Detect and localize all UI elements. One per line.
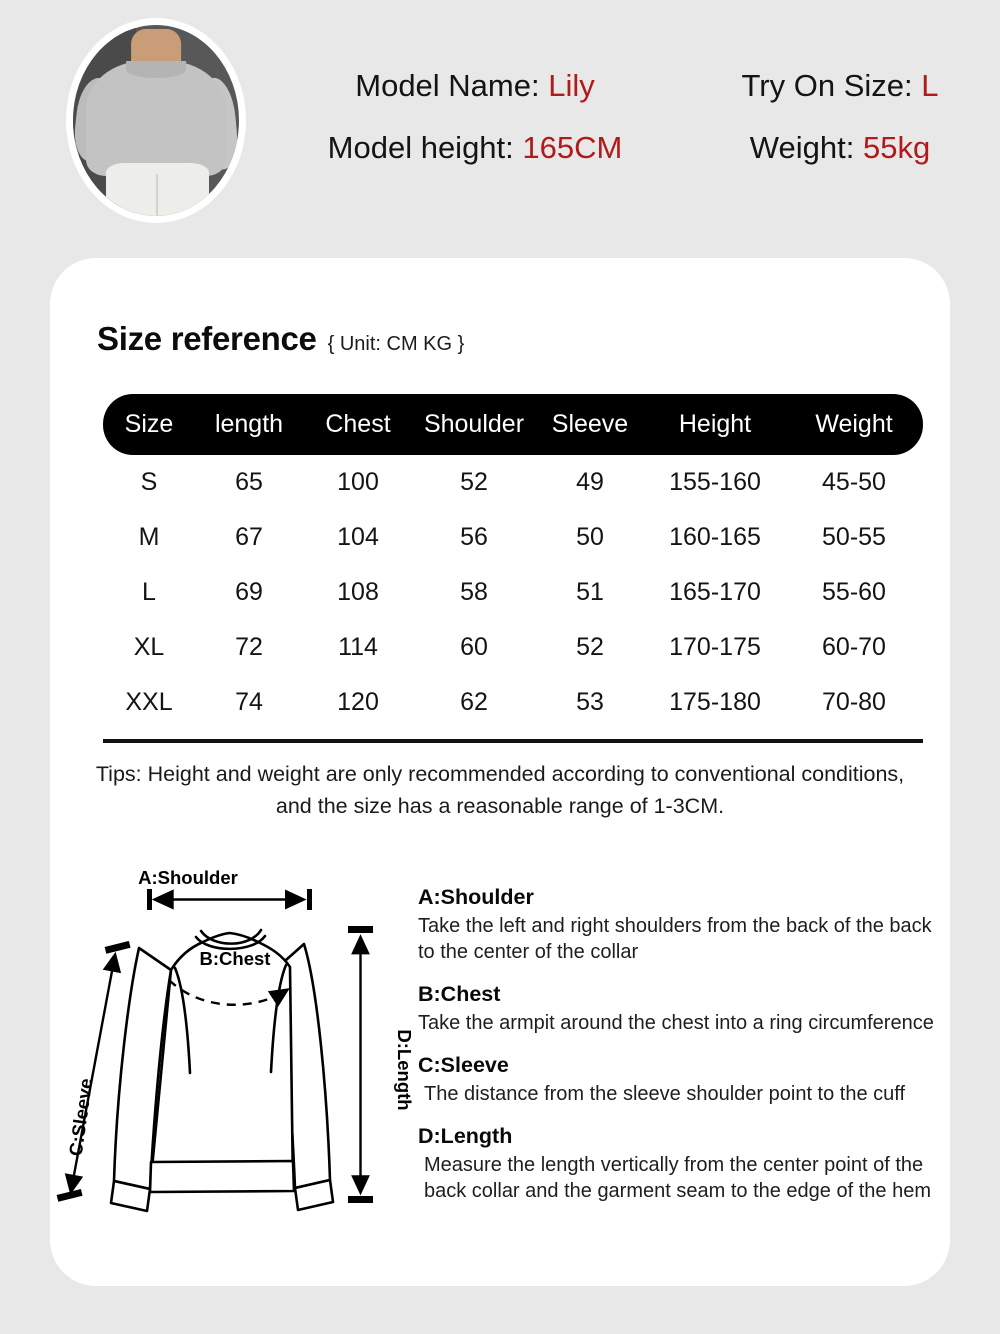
try-on-size-label: Try On Size:	[741, 68, 913, 103]
try-on-size-line: Try On Size: L	[690, 55, 990, 117]
size-table-header: Size length Chest Shoulder Sleeve Height…	[103, 394, 923, 455]
cell-shoulder: 58	[460, 578, 488, 606]
table-row: XXL 74 120 62 53 175-180 70-80	[103, 675, 923, 730]
measurement-item-sleeve: C:Sleeve The distance from the sleeve sh…	[418, 1051, 948, 1107]
column-header-size: Size	[124, 410, 174, 438]
measurement-head-sleeve: C:Sleeve	[418, 1053, 509, 1077]
column-header-chest: Chest	[325, 410, 391, 438]
measurement-body-chest: Take the armpit around the chest into a …	[418, 1012, 934, 1034]
cell-sleeve: 50	[576, 523, 604, 551]
model-weight-value: 55kg	[862, 130, 931, 165]
cell-chest: 104	[337, 523, 379, 551]
measurement-head-chest: B:Chest	[418, 982, 501, 1006]
cell-length: 69	[235, 578, 263, 606]
table-header-row: Size length Chest Shoulder Sleeve Height…	[103, 394, 923, 455]
cell-chest: 108	[337, 578, 379, 606]
model-height-line: Model height: 165CM	[265, 117, 685, 179]
sweatshirt-body	[86, 61, 226, 176]
measurement-body-sleeve: The distance from the sleeve shoulder po…	[424, 1083, 906, 1105]
cell-length: 74	[235, 688, 263, 716]
measurement-item-chest: B:Chest Take the armpit around the chest…	[418, 980, 948, 1036]
cell-size: S	[140, 468, 158, 496]
table-row: L 69 108 58 51 165-170 55-60	[103, 565, 923, 620]
cell-height: 165-170	[669, 578, 761, 606]
cell-size: M	[138, 523, 160, 551]
cell-chest: 120	[337, 688, 379, 716]
cell-size: L	[142, 578, 156, 606]
column-header-height: Height	[678, 410, 752, 438]
cell-chest: 114	[338, 633, 378, 661]
measurement-head-length: D:Length	[418, 1124, 513, 1148]
cell-height: 170-175	[669, 633, 761, 661]
model-name-line: Model Name: Lily	[265, 55, 685, 117]
cell-sleeve: 49	[576, 468, 604, 496]
cell-length: 72	[235, 633, 263, 661]
size-tips-text: Tips: Height and weight are only recomme…	[95, 762, 905, 818]
garment-measurement-diagram: A:Shoulder	[55, 858, 425, 1228]
table-row: XL 72 114 60 52 170-175 60-70	[103, 620, 923, 675]
cell-weight: 55-60	[822, 578, 886, 606]
measurement-body-shoulder: Take the left and right shoulders from t…	[418, 915, 932, 963]
model-height-value: 165CM	[522, 130, 623, 165]
diagram-label-length: D:Length	[394, 1029, 415, 1110]
unit-note: { Unit: CM KG }	[327, 333, 465, 355]
cell-chest: 100	[337, 468, 379, 496]
cell-weight: 70-80	[822, 688, 886, 716]
column-header-length: length	[214, 410, 284, 438]
column-header-shoulder: Shoulder	[423, 410, 525, 438]
page-title: Size reference	[97, 320, 317, 357]
cell-height: 175-180	[669, 688, 761, 716]
cell-size: XXL	[125, 688, 173, 716]
cell-weight: 45-50	[822, 468, 886, 496]
model-photo	[73, 25, 239, 216]
cell-height: 160-165	[669, 523, 761, 551]
table-row: S 65 100 52 49 155-160 45-50	[103, 455, 923, 510]
measurement-descriptions: A:Shoulder Take the left and right shoul…	[418, 883, 948, 1204]
measurement-item-shoulder: A:Shoulder Take the left and right shoul…	[418, 883, 948, 965]
table-row: M 67 104 56 50 160-165 50-55	[103, 510, 923, 565]
cell-sleeve: 51	[576, 578, 604, 606]
cell-weight: 50-55	[822, 523, 886, 551]
measurement-body-length: Measure the length vertically from the c…	[424, 1154, 931, 1202]
model-height-label: Model height:	[327, 130, 514, 165]
size-table: Size length Chest Shoulder Sleeve Height…	[103, 394, 923, 730]
cell-sleeve: 52	[576, 633, 604, 661]
table-bottom-rule	[103, 739, 923, 743]
cell-shoulder: 52	[460, 468, 488, 496]
size-table-body: S 65 100 52 49 155-160 45-50 M 67 104 56…	[103, 455, 923, 730]
model-info-bar: Model Name: Lily Model height: 165CM Try…	[0, 0, 1000, 258]
model-weight-line: Weight: 55kg	[690, 117, 990, 179]
cell-shoulder: 62	[460, 688, 488, 716]
model-info-right-column: Try On Size: L Weight: 55kg	[690, 55, 990, 179]
model-weight-label: Weight:	[749, 130, 855, 165]
try-on-size-value: L	[921, 68, 939, 103]
diagram-label-chest: B:Chest	[200, 948, 271, 969]
measurement-item-length: D:Length Measure the length vertically f…	[418, 1122, 948, 1204]
size-reference-card: Size reference { Unit: CM KG } Size leng…	[50, 258, 950, 1286]
cell-length: 67	[235, 523, 263, 551]
model-name-value: Lily	[548, 68, 595, 103]
model-pants-seam	[156, 173, 158, 216]
column-header-weight: Weight	[815, 410, 893, 438]
measurement-head-shoulder: A:Shoulder	[418, 885, 534, 909]
model-info-left-column: Model Name: Lily Model height: 165CM	[265, 55, 685, 179]
cell-shoulder: 60	[460, 633, 488, 661]
cell-weight: 60-70	[822, 633, 886, 661]
cell-height: 155-160	[669, 468, 761, 496]
size-reference-heading: Size reference { Unit: CM KG }	[97, 320, 464, 358]
cell-length: 65	[235, 468, 263, 496]
diagram-label-shoulder: A:Shoulder	[138, 867, 238, 888]
cell-shoulder: 56	[460, 523, 488, 551]
model-name-label: Model Name:	[355, 68, 540, 103]
cell-sleeve: 53	[576, 688, 604, 716]
cell-size: XL	[133, 633, 165, 661]
column-header-sleeve: Sleeve	[551, 410, 629, 438]
sweatshirt-collar	[126, 61, 186, 79]
model-photo-frame	[66, 18, 246, 223]
